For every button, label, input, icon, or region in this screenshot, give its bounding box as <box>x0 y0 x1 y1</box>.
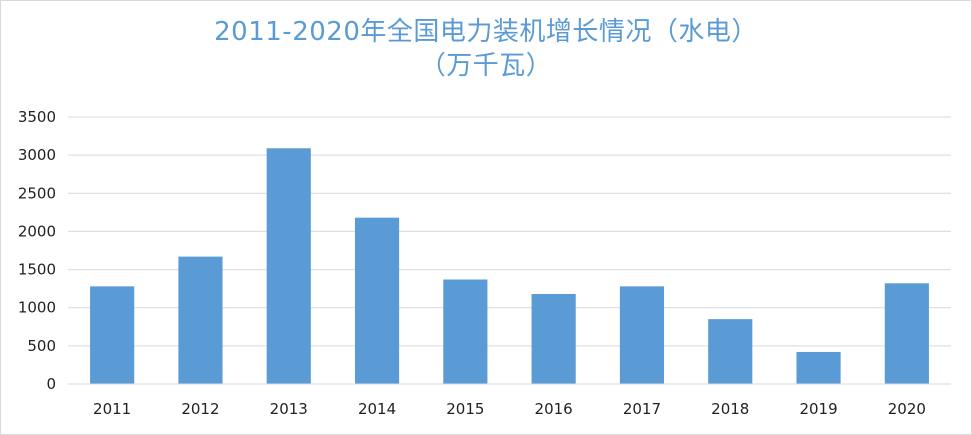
x-tick-label-2019: 2019 <box>799 400 837 418</box>
axes: 0 500 1000 1500 2000 2500 3000 3500 2011 2012 2013… <box>18 108 951 418</box>
x-tick-label-2014: 2014 <box>358 400 396 418</box>
x-tick-label-2017: 2017 <box>623 400 661 418</box>
bar-2019 <box>796 351 841 384</box>
bars <box>90 148 929 384</box>
x-tick-label-2011: 2011 <box>93 400 131 418</box>
y-tick-label-0: 0 <box>46 375 56 393</box>
bar-2015 <box>443 279 488 384</box>
bar-2017 <box>619 286 665 384</box>
y-tick-label-2000: 2000 <box>18 222 56 240</box>
chart-title-line-2: （万千瓦） <box>419 51 553 81</box>
y-tick-label-3000: 3000 <box>18 146 56 164</box>
x-tick-label-2013: 2013 <box>270 400 308 418</box>
x-tick-label-2020: 2020 <box>888 400 926 418</box>
chart-title-line-1: 2011-2020年全国电力装机增长情况（水电） <box>214 17 758 47</box>
x-tick-label-2012: 2012 <box>181 400 219 418</box>
x-tick-label-2016: 2016 <box>535 400 573 418</box>
y-tick-label-2500: 2500 <box>18 184 56 202</box>
bar-2014 <box>354 217 400 384</box>
y-tick-label-3500: 3500 <box>18 108 56 126</box>
y-tick-label-1500: 1500 <box>18 261 56 279</box>
bar-2018 <box>708 319 753 384</box>
bar-2011 <box>90 286 135 384</box>
chart-title: 2011-2020年全国电力装机增长情况（水电） （万千瓦） <box>1 15 971 83</box>
x-tick-label-2015: 2015 <box>446 400 484 418</box>
y-tick-label-1000: 1000 <box>18 299 56 317</box>
x-tick-label-2018: 2018 <box>711 400 749 418</box>
bar-2016 <box>531 293 576 384</box>
y-tick-label-500: 500 <box>27 337 56 355</box>
bar-2012 <box>178 256 223 384</box>
bar-2020 <box>884 283 929 384</box>
bar-2013 <box>266 148 311 384</box>
